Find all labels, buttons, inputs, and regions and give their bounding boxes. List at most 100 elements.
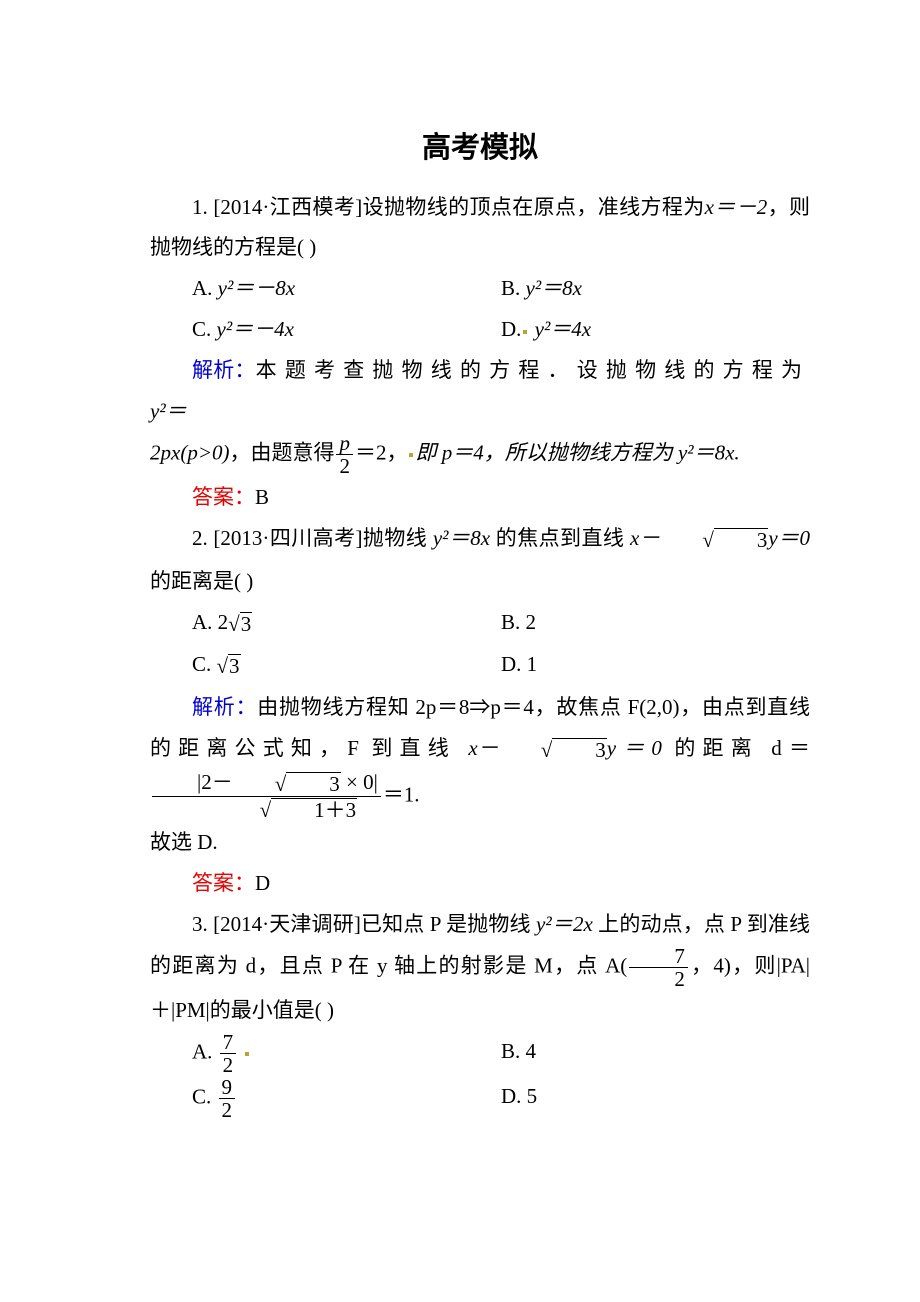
q2-opt-c-rad: 3 [228, 654, 241, 678]
q1-opt-c-label: C. [192, 317, 217, 341]
dot-icon [523, 330, 527, 334]
q2-opt-a: A. 2√3 [192, 602, 501, 645]
q3-opt-c-frac: 92 [219, 1076, 236, 1121]
analysis-label: 解析： [192, 358, 256, 382]
q1-analysis-l2c: ＝2， [355, 441, 408, 465]
q2-frac: |2－√3 × 0|√1＋3 [152, 771, 381, 822]
answer-label: 答案： [192, 871, 255, 895]
q2-rad: 3 [714, 528, 769, 552]
q2-opt-c-label: C. [192, 652, 217, 676]
q1-frac-p2: p2 [336, 432, 353, 477]
q2-stem-eq2b: y＝0 [768, 526, 810, 550]
frac-num: 9 [219, 1076, 236, 1099]
q2-a-rad: 3 [552, 738, 607, 762]
q1-options-row1: A. y²＝－8x B. y²＝8x [150, 268, 810, 309]
q2-answer-val: D [255, 871, 270, 895]
sqrt-icon: √3 [217, 646, 241, 687]
q2-analysis-b: 的距离 d＝ [662, 736, 810, 760]
sqrt-icon: √3 [233, 772, 341, 796]
dot-icon [409, 453, 413, 457]
q2-opt-a-rad: 3 [240, 612, 253, 636]
q3-options-row1: A. 72 B. 4 [150, 1031, 810, 1076]
q1-options-row2: C. y²＝－4x D. y²＝4x [150, 309, 810, 350]
sqrt-icon: √1＋3 [218, 798, 358, 822]
answer-label: 答案： [192, 485, 255, 509]
q3-frac-a: 72 [629, 945, 688, 990]
q2-opt-c: C. √3 [192, 644, 501, 687]
frac-num: |2－√3 × 0| [152, 771, 381, 797]
page-title: 高考模拟 [150, 120, 810, 177]
q1-opt-d: D. y²＝4x [501, 309, 810, 350]
q1-opt-d-label: D. [501, 317, 521, 341]
q1-stem-eq: x＝－2 [705, 195, 768, 219]
frac-num: 7 [220, 1031, 237, 1054]
q1-answer: 答案：B [150, 477, 810, 518]
q2-opt-d: D. 1 [501, 644, 810, 687]
page: 高考模拟 1. [2014·江西模考]设抛物线的顶点在原点，准线方程为x＝－2，… [0, 0, 920, 1302]
q2-opt-b: B. 2 [501, 602, 810, 645]
q1-opt-a-label: A. [192, 276, 218, 300]
q2-analysis-c: ＝1. [383, 782, 420, 806]
q3-opt-c: C. 92 [192, 1076, 501, 1121]
q2-stem: 2. [2013·四川高考]抛物线 y²＝8x 的焦点到直线 x－√3y＝0 的… [150, 518, 810, 602]
q3-opt-c-label: C. [192, 1084, 217, 1108]
q2-options-row1: A. 2√3 B. 2 [150, 602, 810, 645]
q1-analysis-eq1: y²＝ [150, 399, 187, 423]
q2-stem-b: 的焦点到直线 [490, 526, 630, 550]
q1-opt-b: B. y²＝8x [501, 268, 810, 309]
q1-analysis-l2a: 2px(p>0) [150, 441, 229, 465]
fn-b: × 0| [341, 770, 378, 794]
q2-a-eqa: x－ [468, 736, 498, 760]
q1-opt-c-eq: y²＝－4x [217, 317, 294, 341]
q3-stem: 3. [2014·天津调研]已知点 P 是抛物线 y²＝2x 上的动点，点 P … [150, 904, 810, 1031]
q1-analysis-a: 本题考查抛物线的方程．设抛物线的方程为 [256, 358, 810, 382]
q1-analysis-l2b: ，由题意得 [229, 441, 334, 465]
q2-stem-c: 的距离是( ) [150, 569, 253, 593]
q3-opt-d-text: D. 5 [501, 1084, 537, 1108]
q1-stem: 1. [2014·江西模考]设抛物线的顶点在原点，准线方程为x＝－2，则抛物线的… [150, 187, 810, 269]
fn-a: |2－ [197, 770, 233, 794]
q2-stem-a: 2. [2013·四川高考]抛物线 [192, 526, 433, 550]
q1-opt-a: A. y²＝－8x [192, 268, 501, 309]
q1-opt-d-eq: y²＝4x [529, 317, 591, 341]
q3-opt-a: A. 72 [192, 1031, 501, 1076]
sqrt-icon: √3 [499, 730, 607, 771]
q1-analysis-l2d: 即 p＝4，所以抛物线方程为 y²＝8x. [415, 441, 739, 465]
sqrt-icon: √3 [660, 520, 768, 561]
q3-opt-a-label: A. [192, 1039, 218, 1063]
q1-stem-text-a: 1. [2014·江西模考]设抛物线的顶点在原点，准线方程为 [192, 195, 705, 219]
q2-a-eqb: y＝0 [607, 736, 662, 760]
q2-analysis: 解析：由抛物线方程知 2p＝8⇒p＝4，故焦点 F(2,0)，由点到直线的距离公… [150, 687, 810, 822]
sqrt-icon: √3 [228, 604, 252, 645]
q3-opt-d: D. 5 [501, 1076, 810, 1121]
q3-opt-b: B. 4 [501, 1031, 810, 1076]
q3-options-row2: C. 92 D. 5 [150, 1076, 810, 1121]
q2-answer: 答案：D [150, 863, 810, 904]
q1-opt-b-label: B. [501, 276, 526, 300]
frac-den: 2 [629, 968, 688, 990]
q2-stem-eq2a: x－ [630, 526, 660, 550]
dot-icon [245, 1052, 249, 1056]
q1-answer-val: B [255, 485, 269, 509]
frac-num: 7 [629, 945, 688, 968]
q2-opt-a-label: A. 2 [192, 610, 228, 634]
frac-den: 2 [220, 1054, 237, 1076]
fn-rad: 3 [286, 772, 341, 796]
q1-analysis: 解析：本题考查抛物线的方程．设抛物线的方程为 y²＝ [150, 350, 810, 432]
frac-den: 2 [336, 455, 353, 477]
q2-analysis-d: 故选 D. [150, 822, 810, 863]
q3-opt-a-frac: 72 [220, 1031, 237, 1076]
q1-analysis-line2: 2px(p>0)，由题意得p2＝2， 即 p＝4，所以抛物线方程为 y²＝8x. [150, 432, 810, 477]
frac-den: √1＋3 [173, 797, 361, 822]
q3-stem-eq1: y²＝2x [536, 912, 593, 936]
frac-den: 2 [219, 1099, 236, 1121]
analysis-label: 解析： [192, 695, 257, 719]
q1-opt-b-eq: y²＝8x [526, 276, 582, 300]
q1-opt-a-eq: y²＝－8x [218, 276, 295, 300]
q2-stem-eq1: y²＝8x [433, 526, 490, 550]
frac-num: p [336, 432, 353, 455]
q3-stem-a: 3. [2014·天津调研]已知点 P 是抛物线 [192, 912, 536, 936]
q1-opt-c: C. y²＝－4x [192, 309, 501, 350]
q2-options-row2: C. √3 D. 1 [150, 644, 810, 687]
fd-rad: 1＋3 [271, 798, 357, 822]
